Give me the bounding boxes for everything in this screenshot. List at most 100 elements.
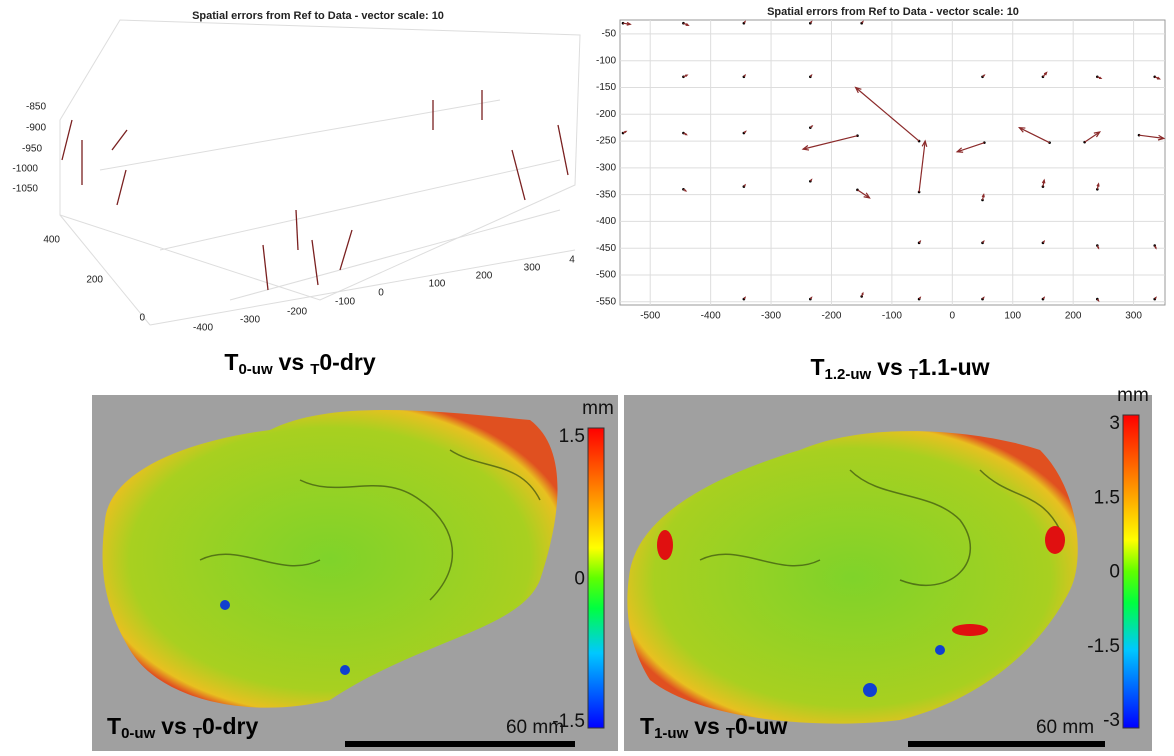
subscript: 0-uw bbox=[121, 725, 156, 742]
caption: T0-uw vs T0-dry bbox=[107, 713, 258, 742]
vector-head bbox=[1093, 131, 1102, 138]
y-tick-label: 0 bbox=[139, 313, 145, 324]
vector-head bbox=[743, 296, 746, 299]
vector-head bbox=[1017, 126, 1026, 133]
vector bbox=[809, 125, 814, 129]
y-tick-label: -450 bbox=[596, 243, 616, 254]
y-tick-label: -500 bbox=[596, 270, 616, 281]
y-tick-label: -550 bbox=[596, 296, 616, 307]
caption-text: 0-dry bbox=[319, 349, 375, 375]
vector-head bbox=[983, 74, 986, 77]
vector bbox=[860, 20, 864, 25]
vector-head bbox=[810, 73, 813, 77]
vector-head bbox=[861, 20, 864, 23]
vector bbox=[1137, 133, 1166, 141]
vector bbox=[860, 291, 864, 298]
plot-title: Spatial errors from Ref to Data - vector… bbox=[767, 6, 1019, 18]
plot-3d-arrows bbox=[61, 90, 569, 291]
vector bbox=[1153, 75, 1161, 80]
y-tick-label: -50 bbox=[602, 29, 617, 40]
caption-text: vs bbox=[877, 354, 903, 380]
vector-shaft bbox=[1138, 134, 1164, 139]
x-tick-label: -300 bbox=[240, 315, 260, 326]
quiver-plot: -500 -400 -300 -200 -100 0 100 200 300 -50 -100 -15… bbox=[596, 20, 1166, 322]
vector bbox=[742, 130, 747, 135]
vector bbox=[801, 134, 859, 151]
vector bbox=[809, 178, 813, 183]
vector bbox=[981, 240, 985, 245]
y-tick-label: -150 bbox=[596, 82, 616, 93]
vector bbox=[682, 131, 688, 136]
vector bbox=[1153, 296, 1157, 301]
subscript: T bbox=[310, 361, 319, 378]
colorbar-tick-label: -1.5 bbox=[552, 711, 585, 732]
x-tick-label: 100 bbox=[429, 279, 446, 290]
caption: T1.2-uw vs T1.1-uw bbox=[810, 354, 989, 383]
vector bbox=[682, 74, 689, 79]
x-tick-label: -200 bbox=[287, 307, 307, 318]
vector bbox=[856, 188, 871, 199]
vector bbox=[981, 74, 986, 79]
x-tick-label: 0 bbox=[378, 288, 384, 299]
vector bbox=[809, 20, 813, 25]
y-tick-label: 400 bbox=[43, 235, 60, 246]
x-tick-label: -100 bbox=[882, 311, 902, 322]
vector-shaft bbox=[857, 189, 870, 199]
vector-head bbox=[854, 86, 862, 94]
x-tick-label: -400 bbox=[193, 323, 213, 334]
x-tick-label: 200 bbox=[476, 271, 493, 282]
vector bbox=[1041, 240, 1046, 245]
x-tick-label: 4 bbox=[569, 255, 575, 266]
vector bbox=[742, 183, 746, 188]
plot-3d-title: Spatial errors from Ref to Data - vector… bbox=[192, 10, 444, 22]
vector-head bbox=[743, 183, 746, 187]
vector-head bbox=[810, 125, 814, 128]
vector bbox=[854, 86, 921, 143]
plot-3d-ticks: -850-900-950-1000-10504002000-400-300-20… bbox=[12, 102, 575, 334]
caption-text: T bbox=[810, 354, 824, 380]
surface-texture bbox=[199, 449, 1061, 601]
vector bbox=[1096, 182, 1100, 191]
z-tick-label: -850 bbox=[26, 102, 46, 113]
vector-shaft bbox=[802, 135, 858, 150]
vector bbox=[809, 296, 813, 301]
vector-shaft bbox=[918, 141, 926, 193]
vector bbox=[682, 187, 688, 192]
subscript: T bbox=[909, 366, 918, 383]
vector-head bbox=[685, 74, 689, 78]
vector-head bbox=[919, 296, 922, 299]
vector-head bbox=[1154, 296, 1157, 299]
y-tick-label: -400 bbox=[596, 216, 616, 227]
x-tick-label: 100 bbox=[1004, 311, 1021, 322]
vector-head bbox=[982, 240, 985, 243]
caption-text: vs bbox=[694, 713, 720, 739]
vector-head bbox=[981, 193, 985, 198]
vector bbox=[1083, 131, 1102, 144]
colorbar-tick-label: -3 bbox=[1103, 710, 1120, 731]
vector bbox=[1096, 75, 1103, 80]
y-tick-label: -200 bbox=[596, 109, 616, 120]
subscript: T bbox=[193, 725, 202, 742]
z-tick-label: -1000 bbox=[12, 164, 38, 175]
x-tick-label: -200 bbox=[821, 311, 841, 322]
x-tick-label: -300 bbox=[761, 311, 781, 322]
vector-head bbox=[684, 189, 688, 192]
vector-shaft bbox=[1084, 131, 1101, 143]
vector bbox=[917, 139, 928, 194]
vector bbox=[742, 73, 746, 79]
vector bbox=[1153, 244, 1157, 250]
plot-frame bbox=[619, 19, 1166, 306]
vector bbox=[981, 296, 985, 301]
vector-head bbox=[861, 291, 864, 295]
plot-3d bbox=[59, 19, 581, 326]
caption-text: T bbox=[107, 713, 121, 739]
x-tick-label: 300 bbox=[524, 263, 541, 274]
y-tick-label: -350 bbox=[596, 189, 616, 200]
captions: T0-uw vs T0-dry T1.2-uw vs T1.1-uw bbox=[224, 349, 989, 383]
vector bbox=[955, 141, 986, 153]
vector-head bbox=[921, 139, 928, 148]
y-tick-label: -100 bbox=[596, 55, 616, 66]
